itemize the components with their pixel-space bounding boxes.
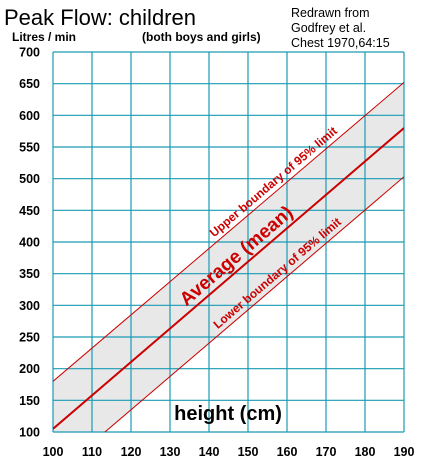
y-tick-label-600: 600 bbox=[19, 109, 40, 123]
x-tick-label-110: 110 bbox=[82, 445, 102, 459]
x-tick-label-160: 160 bbox=[277, 445, 298, 459]
y-tick-label-550: 550 bbox=[19, 141, 40, 155]
mean-line bbox=[53, 127, 404, 430]
y-tick-label-350: 350 bbox=[19, 267, 40, 281]
chart-title: Peak Flow: children bbox=[4, 5, 196, 30]
source-line-2: Godfrey et al. bbox=[291, 21, 366, 35]
y-tick-label-300: 300 bbox=[19, 299, 40, 313]
y-tick-label-450: 450 bbox=[19, 204, 40, 218]
x-tick-label-120: 120 bbox=[121, 445, 142, 459]
y-tick-label-200: 200 bbox=[19, 362, 40, 376]
grid-layer bbox=[52, 51, 405, 433]
x-tick-label-100: 100 bbox=[43, 445, 64, 459]
x-tick-label-170: 170 bbox=[316, 445, 337, 459]
x-tick-label-180: 180 bbox=[355, 445, 376, 459]
y-tick-label-250: 250 bbox=[19, 331, 40, 345]
series-layer bbox=[53, 82, 404, 432]
y-tick-label-500: 500 bbox=[19, 172, 40, 186]
source-line-3: Chest 1970,64:15 bbox=[291, 36, 390, 50]
x-tick-label-150: 150 bbox=[238, 445, 259, 459]
upper-limit-line bbox=[53, 82, 404, 382]
confidence-band-layer bbox=[53, 82, 404, 432]
chart-note: (both boys and girls) bbox=[142, 30, 261, 44]
y-tick-label-700: 700 bbox=[19, 46, 40, 60]
y-tick-label-400: 400 bbox=[19, 236, 40, 250]
x-tick-label-140: 140 bbox=[199, 445, 220, 459]
y-tick-label-100: 100 bbox=[19, 426, 40, 440]
y-tick-label-650: 650 bbox=[19, 77, 40, 91]
source-line-1: Redrawn from bbox=[291, 6, 370, 20]
x-axis-label: height (cm) bbox=[174, 403, 282, 425]
confidence-band bbox=[53, 82, 404, 432]
tick-label-layer: 100 150 200 250 300 350 400 450 500 550 600 650 700 1… bbox=[19, 46, 414, 460]
y-axis-units: Litres / min bbox=[12, 30, 76, 44]
x-tick-label-130: 130 bbox=[160, 445, 181, 459]
x-tick-label-190: 190 bbox=[394, 445, 415, 459]
y-tick-label-150: 150 bbox=[19, 394, 40, 408]
lower-limit-line bbox=[104, 176, 404, 432]
